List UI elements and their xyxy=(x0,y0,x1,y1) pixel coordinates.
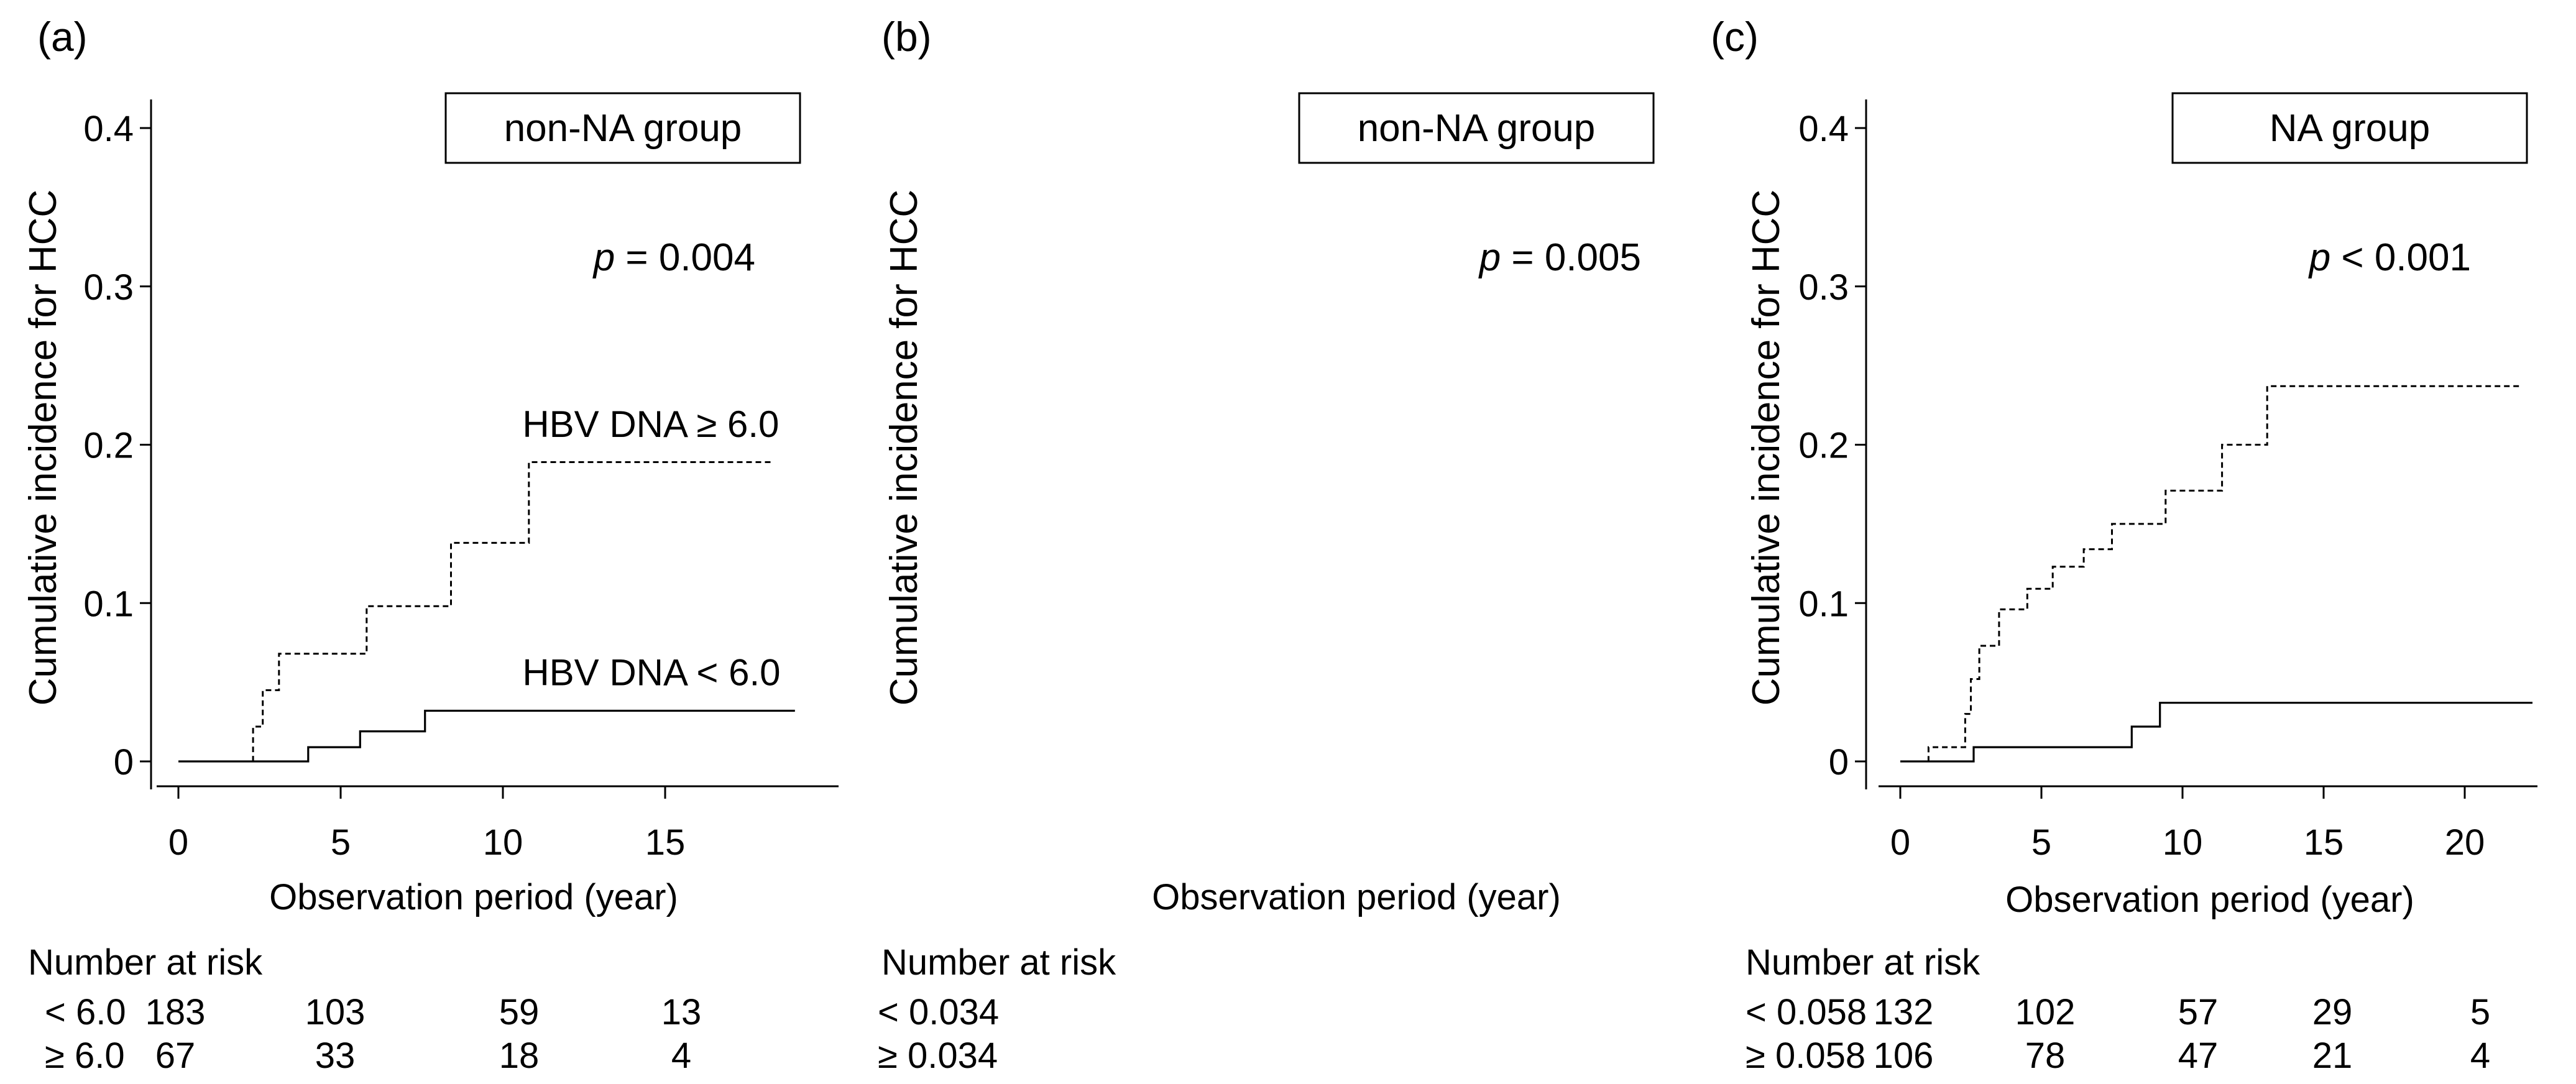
y-tick-label: 0.2 xyxy=(1798,426,1849,466)
y-tick-label: 0.2 xyxy=(83,426,134,466)
panel-b: (b) Cumulative incidence for HCC 0 0.1 0.2… xyxy=(878,14,2537,1076)
p-value-symbol: p xyxy=(1478,236,1501,279)
y-axis-label: Cumulative incidence for HCC xyxy=(1745,190,1788,705)
risk-count: 18 xyxy=(499,1036,540,1076)
risk-row-label: ≥ 0.058 xyxy=(1746,1036,1865,1076)
risk-count: 4 xyxy=(671,1036,691,1076)
risk-count: 5 xyxy=(2470,992,2490,1032)
y-tick-label: 0.3 xyxy=(1798,267,1849,308)
x-tick-label: 10 xyxy=(483,822,523,863)
x-tick-label: 15 xyxy=(645,822,686,863)
risk-count: 21 xyxy=(2312,1036,2353,1076)
risk-table-title: Number at risk xyxy=(881,942,1116,983)
risk-count: 13 xyxy=(661,992,702,1032)
p-value: p = 0.004 xyxy=(592,236,755,279)
risk-count: 78 xyxy=(2025,1036,2066,1076)
y-tick-label: 0.4 xyxy=(83,109,134,149)
x-tick-label: 5 xyxy=(2031,822,2051,863)
y-tick-label: 0.1 xyxy=(83,584,134,624)
panel-label: (c) xyxy=(1711,14,1759,60)
y-tick-label: 0 xyxy=(1829,742,1849,783)
y-tick-label: 0 xyxy=(114,742,134,783)
risk-row-label: ≥ 0.034 xyxy=(878,1036,998,1076)
plot-area: 0 0.1 0.2 0.3 0.4 0 5 10 15 20 xyxy=(1798,99,2537,863)
x-axis-label: Observation period (year) xyxy=(2005,880,2414,920)
group-label-box xyxy=(2171,92,2528,164)
p-value-text: < 0.001 xyxy=(2330,236,2471,279)
risk-count: 67 xyxy=(155,1036,196,1076)
plot-area: 0 0.1 0.2 0.3 0.4 0 5 10 15 HBV DNA ≥ 6.0 HBV DNA … xyxy=(83,99,839,863)
x-tick-label: 15 xyxy=(2304,822,2344,863)
group-label: NA group xyxy=(2270,107,2431,150)
risk-count: 4 xyxy=(2470,1036,2490,1076)
risk-count: 59 xyxy=(499,992,540,1032)
panel-a: (a)17495571961196541154 Cumulative incid… xyxy=(22,14,839,1076)
y-tick-label: 0.1 xyxy=(1798,584,1849,624)
y-tick-label: 0.3 xyxy=(83,267,134,308)
risk-table-title: Number at risk xyxy=(1746,942,1980,983)
risk-count: 102 xyxy=(2015,992,2076,1032)
risk-row-label: < 6.0 xyxy=(45,992,126,1032)
p-value: p < 0.001 xyxy=(2308,236,2471,279)
p-value-text: = 0.005 xyxy=(1501,236,1641,279)
risk-count: 47 xyxy=(2178,1036,2219,1076)
series-line-low xyxy=(1900,702,2532,763)
risk-count: 29 xyxy=(2312,992,2353,1032)
panel-c: (c) Cumulative incidence for HCC NA grou… xyxy=(1711,14,2528,1076)
series-line-low xyxy=(178,709,795,763)
risk-count: 33 xyxy=(315,1036,356,1076)
p-value: p = 0.005 xyxy=(1478,236,1641,279)
p-value-symbol: p xyxy=(592,236,615,279)
panel-label: (b) xyxy=(881,14,932,60)
x-tick-label: 0 xyxy=(168,822,188,863)
x-tick-label: 0 xyxy=(1890,822,1910,863)
y-axis-label: Cumulative incidence for HCC xyxy=(22,190,65,705)
x-tick-label: 20 xyxy=(2445,822,2485,863)
risk-row-label: < 0.058 xyxy=(1746,992,1867,1032)
group-label-box xyxy=(1298,92,1655,164)
x-tick-label: 5 xyxy=(331,822,351,863)
risk-count: 106 xyxy=(1874,1036,1934,1076)
x-axis-label: Observation period (year) xyxy=(269,877,678,917)
y-axis-label: Cumulative incidence for HCC xyxy=(883,190,926,705)
group-label-box xyxy=(444,92,801,164)
group-label: non-NA group xyxy=(504,107,742,150)
risk-count: 103 xyxy=(305,992,366,1032)
p-value-symbol: p xyxy=(2308,236,2330,279)
risk-row-label: < 0.034 xyxy=(878,992,999,1032)
series-line-high xyxy=(178,461,773,763)
risk-count: 183 xyxy=(145,992,206,1032)
group-label: non-NA group xyxy=(1358,107,1596,150)
p-value-text: = 0.004 xyxy=(615,236,755,279)
risk-count: 57 xyxy=(2178,992,2219,1032)
series-label: HBV DNA ≥ 6.0 xyxy=(522,403,779,445)
panel-label: (a)17495571961196541154 xyxy=(37,14,88,60)
series-label: HBV DNA < 6.0 xyxy=(522,652,780,694)
x-tick-label: 10 xyxy=(2163,822,2203,863)
risk-row-label: ≥ 6.0 xyxy=(45,1036,125,1076)
risk-table-title: Number at risk xyxy=(28,942,263,983)
risk-count: 132 xyxy=(1874,992,1934,1032)
series-line-high xyxy=(1900,385,2521,763)
y-tick-label: 0.4 xyxy=(1798,109,1849,149)
x-axis-label: Observation period (year) xyxy=(1152,877,1561,917)
